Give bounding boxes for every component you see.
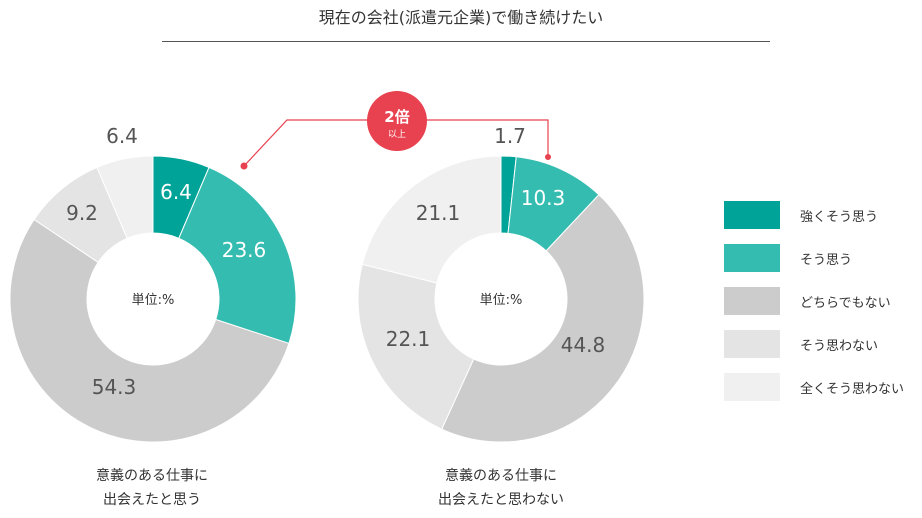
- unit-label: 単位:%: [480, 292, 523, 308]
- donut-slice-neutral: [9, 218, 290, 443]
- data-label-agree: 10.3: [521, 186, 566, 210]
- legend-label: 全くそう思わない: [800, 381, 905, 397]
- data-label-disagree: 9.2: [66, 201, 98, 225]
- data-label-strongly-disagree: 21.1: [416, 201, 461, 225]
- title-divider: [162, 41, 770, 42]
- caption-left: 意義のある仕事に 出会えたと思う: [32, 464, 272, 512]
- legend-label: そう思わない: [800, 338, 879, 354]
- data-label-neutral: 54.3: [92, 375, 137, 399]
- chart-title: 現在の会社(派遣元企業)で働き続けたい: [318, 8, 604, 27]
- caption-left-line2: 出会えたと思う: [103, 492, 201, 508]
- legend-item-agree: そう思う: [724, 244, 904, 272]
- data-label-neutral: 44.8: [561, 333, 606, 357]
- legend-item-strongly-agree: 強くそう思う: [724, 201, 904, 229]
- data-label-strongly-disagree: 6.4: [106, 124, 138, 148]
- badge-big-text: 2倍: [384, 108, 409, 126]
- legend-label: どちらでもない: [800, 295, 891, 311]
- donut-chart-no-meaningful-work: 1.7 10.3 44.8 22.1 21.1 単位:%: [357, 124, 645, 443]
- data-label-strongly-agree: 6.4: [160, 180, 192, 204]
- comparison-badge: 2倍 以上: [367, 91, 427, 151]
- data-label-disagree: 22.1: [386, 327, 431, 351]
- data-label-strongly-agree: 1.7: [494, 124, 526, 148]
- donut-slice-strongly-disagree: [96, 155, 154, 239]
- donut-slice-disagree: [357, 263, 475, 430]
- donut-slice-neutral: [441, 194, 645, 443]
- legend-item-strongly-disagree: 全くそう思わない: [724, 373, 904, 401]
- legend-label: そう思う: [800, 252, 853, 268]
- connector-dot-left: [240, 162, 248, 170]
- legend-swatch: [724, 287, 780, 315]
- caption-right: 意義のある仕事に 出会えたと思わない: [381, 464, 621, 512]
- legend-swatch: [724, 201, 780, 229]
- caption-left-line1: 意義のある仕事に: [96, 468, 208, 484]
- legend-swatch: [724, 373, 780, 401]
- connector-dot-right: [545, 154, 551, 160]
- legend-swatch: [724, 244, 780, 272]
- donut-chart-meaningful-work: 6.4 23.6 54.3 9.2 6.4 単位:%: [9, 124, 297, 443]
- data-label-agree: 23.6: [222, 238, 267, 262]
- caption-right-line2: 出会えたと思わない: [438, 492, 564, 508]
- legend-swatch: [724, 330, 780, 358]
- donut-slice-agree: [178, 166, 297, 345]
- legend: 強くそう思う そう思うどちらでもない そう思わない全くそう思わない: [724, 201, 904, 416]
- unit-label: 単位:%: [132, 292, 175, 308]
- donut-slice-strongly-disagree: [361, 155, 502, 284]
- legend-label: 強くそう思う: [800, 209, 879, 225]
- legend-item-neutral: どちらでもない: [724, 287, 904, 315]
- badge-small-text: 以上: [388, 129, 406, 140]
- caption-right-line1: 意義のある仕事に: [445, 468, 557, 484]
- legend-item-disagree: そう思わない: [724, 330, 904, 358]
